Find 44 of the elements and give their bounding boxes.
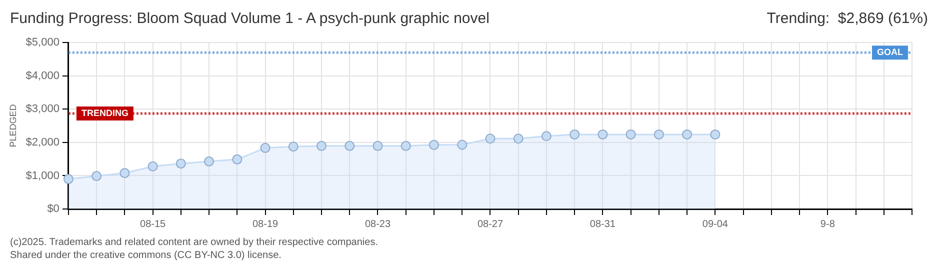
chart-title: Funding Progress: Bloom Squad Volume 1 - A psych-punk graphic novel <box>10 10 490 27</box>
x-tick-label: 9-8 <box>820 218 836 230</box>
x-tick-label: 08-31 <box>590 218 616 230</box>
point <box>148 161 158 172</box>
text: Shared under the creative commons (CC BY-NC 3.0) license. <box>10 249 282 262</box>
chart-subtitle: Trending: $2,869 (61%) <box>766 10 928 27</box>
point <box>428 140 439 150</box>
x-tick-label: 08-19 <box>252 218 278 230</box>
point <box>92 171 102 182</box>
point <box>372 140 383 151</box>
point <box>710 129 720 140</box>
x-tick-label: 08-27 <box>477 218 504 230</box>
point <box>598 129 608 140</box>
y-tick-label: $3,000 <box>26 103 60 116</box>
point <box>120 168 130 178</box>
point <box>457 140 468 150</box>
y-axis-title: PLEDGED <box>8 104 18 148</box>
point <box>176 158 186 169</box>
point <box>260 142 270 153</box>
text: (c)2025. Trademarks and related content are owned by their respective companies. <box>10 236 378 249</box>
point <box>570 129 580 140</box>
x-tick-label: 08-15 <box>140 218 166 230</box>
point <box>204 156 214 166</box>
point <box>541 131 552 142</box>
point <box>654 129 664 140</box>
x-tick-label: 08-23 <box>364 218 391 230</box>
y-tick-label: $2,000 <box>26 136 60 148</box>
ref-line-label: GOAL <box>877 47 904 58</box>
point <box>626 129 636 140</box>
ref-line-label: TRENDING <box>81 108 128 118</box>
y-tick-label: $1,000 <box>26 170 60 182</box>
point <box>288 142 298 152</box>
point <box>513 134 524 144</box>
point <box>316 140 327 151</box>
x-tick-label: 09-04 <box>702 218 728 230</box>
point <box>485 134 496 144</box>
y-tick-label: $4,000 <box>26 70 60 82</box>
y-tick-label: $0 <box>47 203 60 216</box>
point <box>400 140 411 151</box>
y-tick-label: $5,000 <box>26 36 60 49</box>
point <box>682 129 692 140</box>
point <box>232 154 242 164</box>
point <box>63 174 74 184</box>
point <box>344 140 355 151</box>
